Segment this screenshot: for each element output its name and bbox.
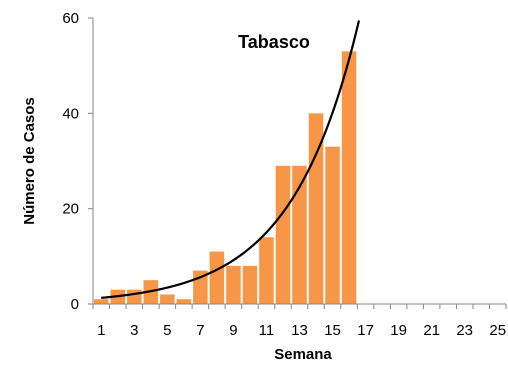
x-tick-label-5: 5 — [163, 322, 171, 339]
x-tick-label-3: 3 — [130, 322, 138, 339]
bar-week-16 — [341, 51, 357, 305]
y-tick-label-20: 20 — [62, 201, 79, 218]
x-tick-label-19: 19 — [390, 322, 407, 339]
y-tick-label-0: 0 — [71, 296, 79, 313]
bar-week-3 — [127, 289, 142, 304]
tick-marks — [88, 17, 507, 309]
x-tick-label-25: 25 — [489, 322, 506, 339]
x-tick-label-9: 9 — [229, 322, 237, 339]
chart-title: Tabasco — [238, 32, 310, 52]
x-axis-title: Semana — [274, 346, 332, 362]
x-tick-label-17: 17 — [357, 322, 374, 339]
y-tick-label-40: 40 — [62, 105, 79, 122]
bar-week-15 — [325, 146, 340, 304]
bar-week-13 — [292, 165, 307, 304]
x-tick-label-7: 7 — [196, 322, 204, 339]
x-tick-label-21: 21 — [423, 322, 440, 339]
axes — [92, 18, 506, 305]
x-tick-label-23: 23 — [456, 322, 473, 339]
y-tick-label-60: 60 — [62, 10, 79, 27]
x-tick-label-1: 1 — [97, 322, 105, 339]
x-tick-label-15: 15 — [324, 322, 341, 339]
bar-week-8 — [209, 251, 225, 304]
bar-week-11 — [259, 237, 274, 304]
bar-week-1 — [93, 299, 109, 304]
y-axis-title: Número de Casos — [21, 97, 38, 225]
x-tick-label-11: 11 — [259, 322, 275, 339]
bar-week-6 — [176, 299, 192, 304]
bar-week-10 — [242, 265, 258, 304]
x-tick-label-13: 13 — [291, 322, 308, 339]
bar-week-5 — [160, 294, 175, 304]
exponential-trendline — [101, 20, 361, 299]
bar-week-12 — [275, 165, 291, 304]
bar-week-9 — [226, 265, 241, 304]
